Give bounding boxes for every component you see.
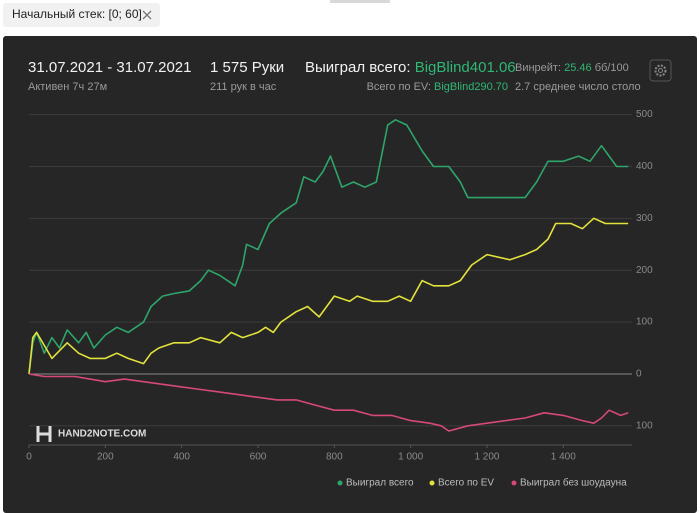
x-tick-label: 0 (26, 452, 32, 463)
x-tick-label: 200 (97, 452, 114, 463)
y-tick-label: 500 (636, 109, 653, 120)
series-line (28, 373, 629, 432)
x-tick-label: 600 (250, 452, 267, 463)
x-tick-label: 800 (326, 452, 343, 463)
legend-marker (337, 480, 343, 486)
legend-label: Выиграл всего (346, 478, 414, 489)
won-total: Выиграл всего: BigBlind401.06 (305, 59, 516, 76)
filter-chip[interactable] (3, 3, 160, 27)
winrate-label: Винрейт: (515, 62, 561, 74)
won-value: BigBlind401.06 (415, 59, 516, 76)
winrate: Винрейт: 25.46 бб/100 (515, 62, 629, 74)
ev-total: Всего по EV: BigBlind290.70 (367, 81, 508, 93)
watermark: HAND2NOTE.COM (36, 426, 146, 442)
x-tick-label: 1 400 (551, 452, 576, 463)
active-time: Активен 7ч 27м (28, 81, 107, 93)
watermark-text: HAND2NOTE.COM (58, 429, 146, 440)
filter-label: Начальный стек: [0; 60] (12, 7, 142, 21)
x-tick-label: 1 000 (398, 452, 423, 463)
panel (3, 36, 697, 513)
legend-marker (429, 480, 435, 486)
filter-close[interactable] (142, 10, 152, 20)
ev-label: Всего по EV: (367, 81, 431, 93)
ev-value: BigBlind290.70 (434, 81, 508, 93)
y-tick-label: 0 (636, 369, 642, 380)
x-tick-label: 400 (173, 452, 190, 463)
legend-label: Всего по EV (438, 478, 494, 489)
series-line (28, 217, 629, 374)
x-tick-label: 1 200 (474, 452, 499, 463)
tab-indicator (330, 0, 390, 3)
winrate-value: 25.46 (564, 62, 592, 74)
legend-label: Выиграл без шоудауна (520, 477, 627, 489)
hands-per-hour: 211 рук в час (210, 81, 277, 93)
settings-button[interactable] (649, 59, 672, 82)
hands: 1 575 Руки (210, 59, 284, 76)
legend-marker (511, 480, 517, 486)
y-tick-label: 100 (636, 317, 653, 328)
series-line (28, 119, 629, 374)
winrate-unit: бб/100 (595, 62, 629, 74)
tables: 2.7 среднее число столо (515, 81, 641, 93)
y-tick-label: 200 (636, 265, 653, 276)
won-label: Выиграл всего: (305, 59, 411, 76)
y-tick-label: 100 (636, 420, 653, 431)
y-tick-label: 400 (636, 161, 653, 172)
y-tick-label: 300 (636, 213, 653, 224)
date-range: 31.07.2021 - 31.07.2021 (28, 59, 191, 76)
